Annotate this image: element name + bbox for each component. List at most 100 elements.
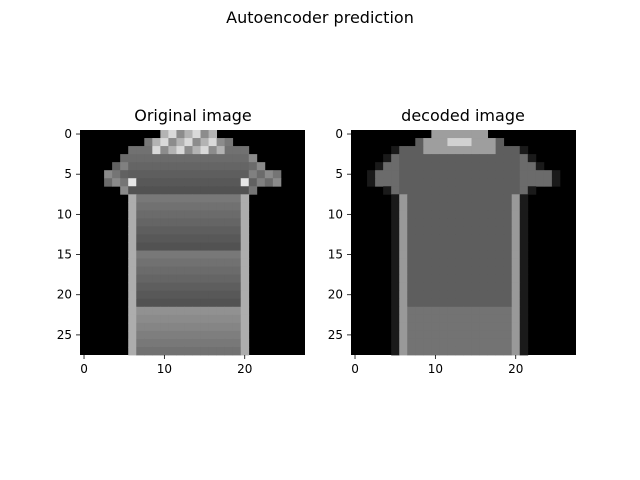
heatmap-cell — [208, 290, 218, 300]
heatmap-cell — [471, 154, 480, 163]
heatmap-cell — [120, 186, 129, 195]
heatmap-cell — [176, 202, 185, 211]
heatmap-cell — [128, 274, 137, 284]
heatmap-cell — [503, 250, 513, 259]
heatmap-cell — [399, 346, 408, 356]
heatmap-cell — [519, 298, 529, 308]
heatmap-cell — [391, 194, 400, 203]
heatmap-cell — [136, 322, 145, 332]
heatmap-cell — [503, 306, 513, 316]
heatmap-cell — [527, 170, 537, 179]
heatmap-cell — [144, 162, 153, 171]
heatmap-cell — [112, 162, 121, 171]
heatmap-cell — [415, 274, 424, 284]
heatmap-cell — [391, 346, 400, 356]
heatmap-cell — [407, 226, 416, 235]
heatmap-cell — [455, 242, 464, 251]
heatmap-cell — [240, 314, 250, 324]
heatmap-cell — [439, 154, 448, 163]
heatmap-cell — [144, 202, 153, 211]
heatmap-cell — [160, 306, 169, 316]
heatmap-cell — [543, 170, 553, 179]
heatmap-cell — [455, 194, 464, 203]
heatmap-cell — [407, 162, 416, 171]
heatmap-cell — [479, 346, 489, 356]
heatmap-cell — [431, 338, 440, 348]
heatmap-cell — [503, 266, 513, 276]
heatmap-cell — [439, 162, 448, 171]
heatmap-cell — [208, 322, 218, 332]
heatmap-cell — [136, 234, 145, 243]
heatmap-cell — [399, 330, 408, 340]
heatmap-cell — [495, 186, 505, 195]
heatmap-cell — [184, 306, 193, 316]
heatmap-cell — [184, 186, 193, 195]
heatmap-cell — [152, 210, 161, 219]
heatmap-cell — [232, 322, 242, 332]
heatmap-cell — [168, 346, 177, 356]
heatmap-cell — [128, 210, 137, 219]
heatmap-cell — [519, 306, 529, 316]
heatmap-cell — [487, 162, 497, 171]
heatmap-cell — [431, 226, 440, 235]
heatmap-cell — [216, 298, 226, 308]
heatmap-cell — [479, 234, 489, 243]
heatmap-cell — [192, 186, 201, 195]
heatmap-cell — [144, 218, 153, 227]
heatmap-cell — [216, 218, 226, 227]
heatmap-cell — [447, 250, 456, 259]
heatmap-cell — [455, 162, 464, 171]
heatmap-cell — [455, 330, 464, 340]
heatmap-cell — [160, 186, 169, 195]
heatmap-cell — [200, 250, 209, 259]
heatmap-cell — [471, 346, 480, 356]
heatmap-cell — [455, 258, 464, 268]
heatmap-cell — [224, 202, 234, 211]
heatmap-cell — [208, 170, 218, 179]
heatmap-cell — [431, 290, 440, 300]
heatmap-cell — [463, 130, 472, 139]
heatmap-cell — [487, 258, 497, 268]
heatmap-cell — [519, 146, 529, 155]
heatmap-cell — [495, 194, 505, 203]
heatmap-cell — [176, 314, 185, 324]
heatmap-cell — [128, 346, 137, 356]
heatmap-cell — [399, 170, 408, 179]
heatmap-cell — [192, 210, 201, 219]
heatmap-cell — [176, 146, 185, 155]
heatmap-cell — [423, 250, 432, 259]
x-tick-label: 10 — [428, 362, 443, 376]
heatmap-cell — [168, 314, 177, 324]
heatmap-cell — [232, 290, 242, 300]
heatmap-cell — [136, 346, 145, 356]
y-tick-label: 15 — [328, 248, 343, 262]
heatmap-cell — [471, 314, 480, 324]
heatmap-cell — [447, 242, 456, 251]
heatmap-cell — [176, 346, 185, 356]
heatmap-cell — [439, 322, 448, 332]
heatmap-cell — [168, 250, 177, 259]
heatmap-cell — [471, 186, 480, 195]
heatmap-cell — [511, 242, 521, 251]
heatmap-cell — [152, 202, 161, 211]
heatmap-cell — [224, 274, 234, 284]
heatmap-cell — [176, 306, 185, 316]
heatmap-cell — [399, 210, 408, 219]
heatmap-cell — [423, 242, 432, 251]
heatmap-cell — [224, 194, 234, 203]
heatmap-cell — [128, 226, 137, 235]
heatmap-cell — [447, 178, 456, 187]
heatmap-cell — [487, 234, 497, 243]
heatmap-cell — [471, 330, 480, 340]
heatmap-cell — [495, 146, 505, 155]
heatmap-cell — [391, 250, 400, 259]
heatmap-cell — [423, 170, 432, 179]
heatmap-cell — [479, 210, 489, 219]
heatmap-cell — [431, 242, 440, 251]
heatmap-cell — [208, 218, 218, 227]
heatmap-cell — [160, 234, 169, 243]
heatmap-cell — [208, 330, 218, 340]
heatmap-cell — [184, 234, 193, 243]
heatmap-cell — [200, 242, 209, 251]
heatmap-cell — [495, 242, 505, 251]
